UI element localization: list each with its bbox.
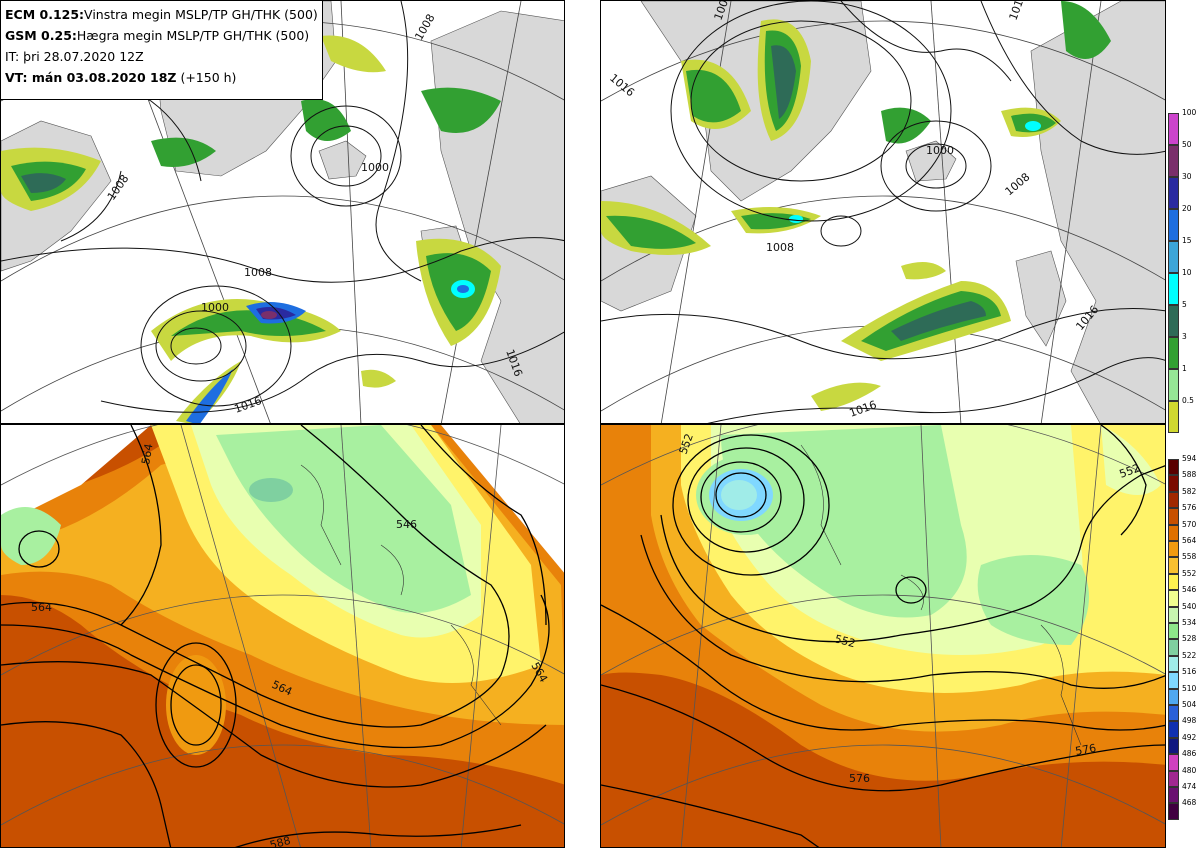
precip-color-scale: 100 50 30 20 15 10 5 3 1 0.5: [1168, 109, 1198, 433]
gsm-gh-thickness-map: 552 552 552 576 576: [600, 424, 1166, 848]
scale-tick-label: 534: [1182, 618, 1197, 627]
scale-color-cell: [1168, 508, 1179, 525]
scale-color-cell: [1168, 655, 1179, 673]
scale-color-cell: [1168, 688, 1179, 705]
scale-tick-label: 498: [1182, 716, 1197, 726]
contour-label: 1008: [244, 266, 272, 279]
scale-color-cell: [1168, 606, 1179, 623]
scale-tick-label: 552: [1182, 568, 1197, 578]
scale-color-cell: [1168, 721, 1179, 738]
scale-color-cell: [1168, 737, 1179, 755]
contour-label: 1000: [926, 144, 954, 157]
contour-label: 576: [849, 772, 870, 785]
scale-tick-label: 486: [1182, 749, 1197, 759]
contour-label: 564: [139, 443, 155, 466]
scale-tick-label: 1: [1182, 364, 1187, 373]
scale-tick-label: 510: [1182, 683, 1197, 693]
scale-tick-label: 558: [1182, 552, 1197, 562]
gsm-mslp-precip-map: 1016 1008 1016 1008 1000 1008 1016 1016: [600, 0, 1166, 424]
scale-color-cell: [1168, 369, 1179, 401]
scale-tick-label: 15: [1182, 236, 1192, 245]
scale-tick-label: 0.5: [1182, 396, 1194, 405]
scale-color-cell: [1168, 770, 1179, 787]
scale-color-cell: [1168, 803, 1179, 820]
forecast-info-box: ECM 0.125:Vinstra megin MSLP/TP GH/THK (…: [0, 0, 323, 100]
scale-color-cell: [1168, 787, 1179, 804]
scale-tick-label: 30: [1182, 172, 1192, 181]
scale-tick-label: 522: [1182, 650, 1197, 660]
scale-color-cell: [1168, 623, 1179, 640]
scale-tick-label: 3: [1182, 332, 1187, 341]
scale-color-cell: [1168, 401, 1179, 433]
contour-label: 564: [31, 601, 52, 614]
scale-color-cell: [1168, 305, 1179, 337]
scale-color-cell: [1168, 754, 1179, 771]
scale-tick-label: 564: [1182, 536, 1197, 545]
scale-tick-label: 516: [1182, 667, 1197, 677]
scale-tick-label: 582: [1182, 486, 1197, 496]
scale-color-cell: [1168, 459, 1179, 476]
scale-tick-label: 5: [1182, 300, 1187, 309]
scale-tick-label: 468: [1182, 798, 1197, 808]
scale-color-cell: [1168, 241, 1179, 273]
scale-color-cell: [1168, 639, 1179, 656]
scale-color-cell: [1168, 672, 1179, 689]
contour-label: 1008: [766, 241, 794, 254]
contour-label: 576: [1074, 742, 1097, 758]
scale-color-cell: [1168, 524, 1179, 541]
info-line-ecm: ECM 0.125:Vinstra megin MSLP/TP GH/THK (…: [5, 7, 318, 22]
scale-tick-label: 100: [1182, 108, 1197, 117]
iceland-land: [905, 140, 957, 182]
info-line-gsm: GSM 0.25:Hægra megin MSLP/TP GH/THK (500…: [5, 28, 310, 43]
scale-color-cell: [1168, 177, 1179, 209]
scale-color-cell: [1168, 273, 1179, 305]
scale-color-cell: [1168, 475, 1179, 492]
precip-areas: [601, 1, 1111, 411]
scale-color-cell: [1168, 705, 1179, 722]
scale-tick-label: 528: [1182, 634, 1197, 644]
scale-color-cell: [1168, 590, 1179, 607]
contour-label: 1000: [361, 161, 389, 174]
contour-label: 546: [396, 518, 417, 531]
scale-color-cell: [1168, 573, 1179, 591]
contour-label: 588: [268, 834, 292, 848]
scale-tick-label: 10: [1182, 268, 1192, 277]
scale-tick-label: 588: [1182, 470, 1197, 480]
scale-color-cell: [1168, 541, 1179, 558]
scale-color-cell: [1168, 145, 1179, 177]
scale-tick-label: 474: [1182, 782, 1197, 791]
scale-tick-label: 594: [1182, 454, 1197, 463]
scandinavia-land: [1030, 1, 1165, 423]
scale-tick-label: 20: [1182, 204, 1192, 213]
scale-tick-label: 570: [1182, 519, 1197, 529]
scale-color-cell: [1168, 491, 1179, 509]
iceland-land: [318, 140, 367, 180]
scale-tick-label: 546: [1182, 585, 1197, 595]
uk-land: [1015, 250, 1067, 347]
scale-color-cell: [1168, 113, 1179, 145]
scale-tick-label: 504: [1182, 700, 1197, 709]
ecm-gh-thickness-map: 564 564 564 564 588 546: [0, 424, 565, 848]
thickness-color-scale: 594 588 582 576 570 564 558 552 546 540 534 528 522 5…: [1168, 455, 1198, 824]
contour-label: 1000: [201, 301, 229, 314]
scale-color-cell: [1168, 209, 1179, 241]
scale-color-cell: [1168, 337, 1179, 369]
scale-tick-label: 576: [1182, 503, 1197, 513]
scale-tick-label: 540: [1182, 601, 1197, 611]
scale-color-cell: [1168, 557, 1179, 574]
info-line-valid-time: VT: mán 03.08.2020 18Z (+150 h): [5, 70, 237, 85]
scale-tick-label: 492: [1182, 732, 1197, 742]
scale-tick-label: 50: [1182, 140, 1192, 149]
precip-areas: [1, 35, 501, 423]
info-line-init-time: IT: þri 28.07.2020 12Z: [5, 49, 144, 64]
contour-label: 552: [833, 632, 857, 650]
scale-tick-label: 480: [1182, 765, 1197, 775]
